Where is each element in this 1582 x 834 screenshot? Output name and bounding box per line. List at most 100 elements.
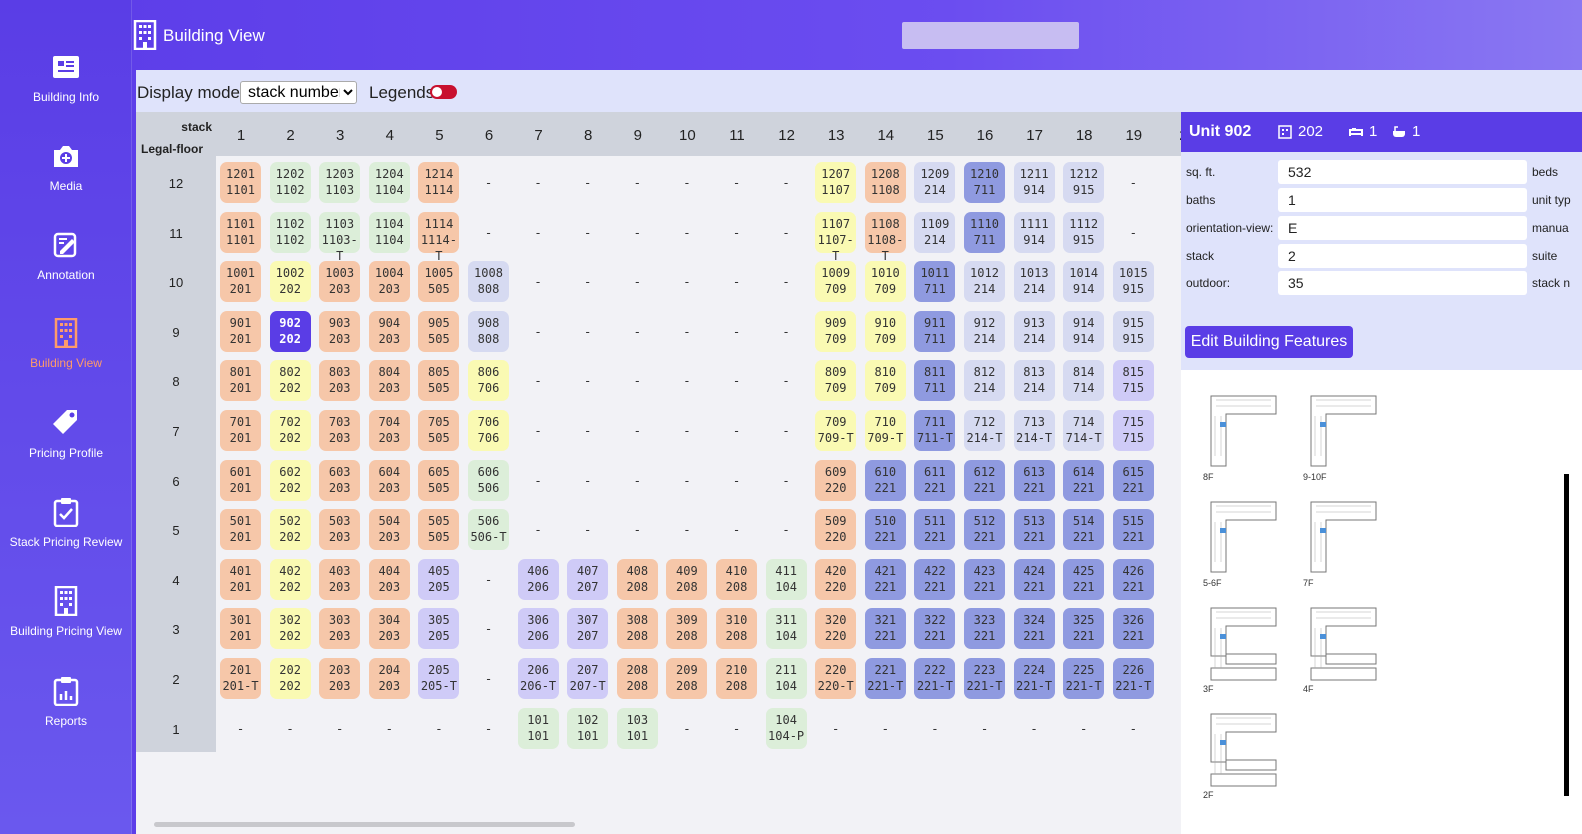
horizontal-scrollbar[interactable] [154, 822, 575, 827]
unit-cell[interactable]: 221 221-T [864, 658, 906, 699]
unit-cell[interactable]: 1112 915 [1063, 211, 1105, 253]
unit-cell[interactable]: 1104 1104 [368, 211, 410, 253]
unit-cell[interactable]: 321 221 [864, 608, 906, 650]
unit-cell[interactable]: 915 915 [1112, 310, 1154, 352]
unit-cell[interactable]: 1003 203 [319, 261, 361, 303]
unit-cell[interactable]: 602 202 [269, 459, 311, 501]
unit-cell[interactable]: 611 221 [914, 459, 956, 501]
unit-cell[interactable]: 311 104 [765, 608, 807, 650]
unit-cell[interactable]: 609 220 [815, 459, 857, 501]
unit-cell[interactable]: 805 505 [418, 360, 460, 402]
unit-cell[interactable]: 404 203 [368, 558, 410, 600]
unit-cell[interactable]: 509 220 [815, 509, 857, 551]
unit-cell[interactable]: 224 221-T [1013, 658, 1055, 699]
unit-cell[interactable]: 206 206-T [517, 658, 559, 699]
unit-cell[interactable]: 1211 914 [1013, 162, 1055, 203]
unit-cell[interactable]: 706 706 [468, 410, 509, 451]
unit-cell[interactable]: 324 221 [1013, 608, 1055, 650]
unit-cell[interactable]: 901 201 [220, 310, 261, 352]
legends-toggle[interactable] [430, 85, 457, 99]
display-mode-select[interactable]: stack number [240, 81, 357, 104]
unit-cell[interactable]: 506 506-T [468, 509, 509, 551]
unit-cell[interactable]: 513 221 [1013, 509, 1055, 551]
unit-cell[interactable]: 1201 1101 [220, 162, 261, 203]
unit-cell[interactable]: 1103 1103-T [319, 211, 361, 263]
unit-cell[interactable]: 1014 914 [1063, 261, 1105, 303]
unit-cell[interactable]: 811 711 [914, 360, 956, 402]
unit-cell[interactable]: 809 709 [815, 360, 857, 402]
unit-cell[interactable]: 910 709 [864, 310, 906, 352]
unit-cell[interactable]: 308 208 [616, 608, 658, 650]
unit-cell[interactable]: 225 221-T [1063, 658, 1105, 699]
unit-cell[interactable]: 1214 1114 [418, 162, 460, 203]
unit-cell[interactable]: 510 221 [864, 509, 906, 551]
unit-cell[interactable]: 1101 1101 [220, 211, 261, 253]
unit-cell[interactable]: 504 203 [368, 509, 410, 551]
unit-cell[interactable]: 1009 709 [815, 261, 857, 303]
unit-cell[interactable]: 710 709-T [864, 410, 906, 451]
unit-cell[interactable]: 604 203 [368, 459, 410, 501]
unit-cell[interactable]: 1111 914 [1013, 211, 1055, 253]
floorplan-thumbnail[interactable]: 9-10F [1301, 386, 1381, 486]
unit-cell[interactable]: 1207 1107 [815, 162, 857, 203]
search-box[interactable] [902, 22, 1079, 49]
unit-cell[interactable]: 1107 1107-T [815, 211, 857, 263]
unit-cell[interactable]: 902 202 [269, 310, 311, 352]
unit-cell[interactable]: 802 202 [269, 360, 311, 402]
unit-cell[interactable]: 226 221-T [1112, 658, 1154, 699]
unit-cell[interactable]: 904 203 [368, 310, 410, 352]
unit-cell[interactable]: 1212 915 [1063, 162, 1105, 203]
unit-cell[interactable]: 421 221 [864, 558, 906, 600]
sqft-input[interactable]: 532 [1278, 160, 1527, 184]
unit-cell[interactable]: 402 202 [269, 558, 311, 600]
edit-building-features-button[interactable]: Edit Building Features [1185, 326, 1353, 358]
unit-cell[interactable]: 320 220 [815, 608, 857, 650]
unit-cell[interactable]: 503 203 [319, 509, 361, 551]
unit-cell[interactable]: 305 205 [418, 608, 460, 650]
unit-cell[interactable]: 1208 1108 [864, 162, 906, 203]
unit-cell[interactable]: 411 104 [765, 558, 807, 600]
floorplan-thumbnail[interactable]: 5-6F [1201, 492, 1281, 592]
floorplan-thumbnail[interactable]: 4F [1301, 598, 1381, 698]
unit-cell[interactable]: 223 221-T [964, 658, 1005, 699]
unit-cell[interactable]: 210 208 [716, 658, 757, 699]
unit-cell[interactable]: 1102 1102 [269, 211, 311, 253]
unit-cell[interactable]: 102 101 [567, 707, 609, 749]
unit-cell[interactable]: 209 208 [666, 658, 708, 699]
unit-cell[interactable]: 512 221 [964, 509, 1005, 551]
unit-cell[interactable]: 422 221 [914, 558, 956, 600]
unit-cell[interactable]: 408 208 [616, 558, 658, 600]
unit-cell[interactable]: 1210 711 [964, 162, 1005, 203]
unit-cell[interactable]: 401 201 [220, 558, 261, 600]
unit-cell[interactable]: 307 207 [567, 608, 609, 650]
unit-cell[interactable]: 701 201 [220, 410, 261, 451]
floorplan-thumbnail[interactable]: 7F [1301, 492, 1381, 592]
orientation-input[interactable]: E [1278, 216, 1527, 240]
unit-cell[interactable]: 423 221 [964, 558, 1005, 600]
unit-cell[interactable]: 1110 711 [964, 211, 1005, 253]
sidebar-item-stack-pricing-review[interactable]: Stack Pricing Review [0, 493, 132, 573]
unit-cell[interactable]: 208 208 [616, 658, 658, 699]
unit-cell[interactable]: 310 208 [716, 608, 757, 650]
unit-cell[interactable]: 220 220-T [815, 658, 857, 699]
unit-cell[interactable]: 207 207-T [567, 658, 609, 699]
unit-cell[interactable]: 1202 1102 [269, 162, 311, 203]
unit-cell[interactable]: 810 709 [864, 360, 906, 402]
unit-cell[interactable]: 322 221 [914, 608, 956, 650]
unit-cell[interactable]: 1002 202 [269, 261, 311, 303]
unit-cell[interactable]: 204 203 [368, 658, 410, 699]
unit-cell[interactable]: 1109 214 [914, 211, 956, 253]
unit-cell[interactable]: 705 505 [418, 410, 460, 451]
unit-cell[interactable]: 812 214 [964, 360, 1005, 402]
unit-cell[interactable]: 1204 1104 [368, 162, 410, 203]
unit-cell[interactable]: 814 714 [1063, 360, 1105, 402]
unit-cell[interactable]: 1010 709 [864, 261, 906, 303]
unit-cell[interactable]: 903 203 [319, 310, 361, 352]
unit-cell[interactable]: 306 206 [517, 608, 559, 650]
unit-cell[interactable]: 406 206 [517, 558, 559, 600]
unit-cell[interactable]: 704 203 [368, 410, 410, 451]
stack-input[interactable]: 2 [1278, 244, 1527, 268]
unit-cell[interactable]: 205 205-T [418, 658, 460, 699]
unit-cell[interactable]: 424 221 [1013, 558, 1055, 600]
unit-cell[interactable]: 103 101 [616, 707, 658, 749]
